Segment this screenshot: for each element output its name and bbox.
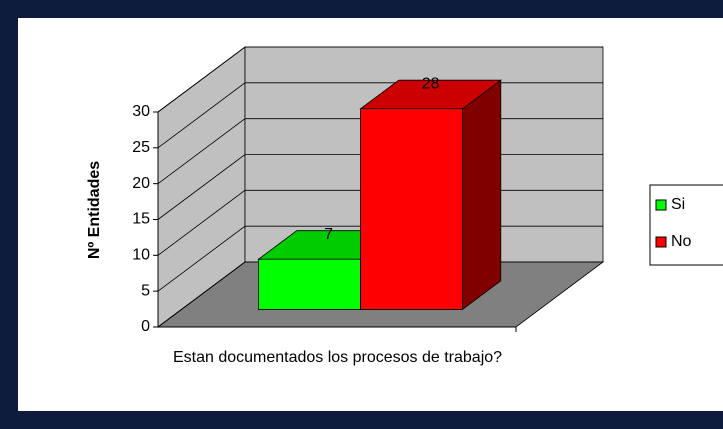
y-tick-label: 25 xyxy=(132,139,150,156)
x-tick-label: Estan documentados los procesos de traba… xyxy=(172,349,503,366)
y-tick-label: 5 xyxy=(141,282,150,299)
data-label: 7 xyxy=(324,226,333,243)
y-tick-label: 20 xyxy=(132,175,150,192)
grid-line xyxy=(157,46,603,113)
legend-box xyxy=(649,184,723,266)
legend-label: No xyxy=(671,233,692,250)
legend-swatch xyxy=(655,199,667,211)
bar-side xyxy=(462,79,502,311)
y-tick-label: 15 xyxy=(132,211,150,228)
data-label: 28 xyxy=(422,76,440,93)
legend-label: Si xyxy=(671,196,685,213)
bar xyxy=(258,258,361,310)
y-tick-label: 10 xyxy=(132,247,150,264)
y-tick-label: 30 xyxy=(132,103,150,120)
bar xyxy=(360,108,463,310)
y-tick-label: 0 xyxy=(141,318,150,335)
y-axis-label: Nº Entidades xyxy=(86,161,103,259)
legend-swatch xyxy=(655,236,667,248)
